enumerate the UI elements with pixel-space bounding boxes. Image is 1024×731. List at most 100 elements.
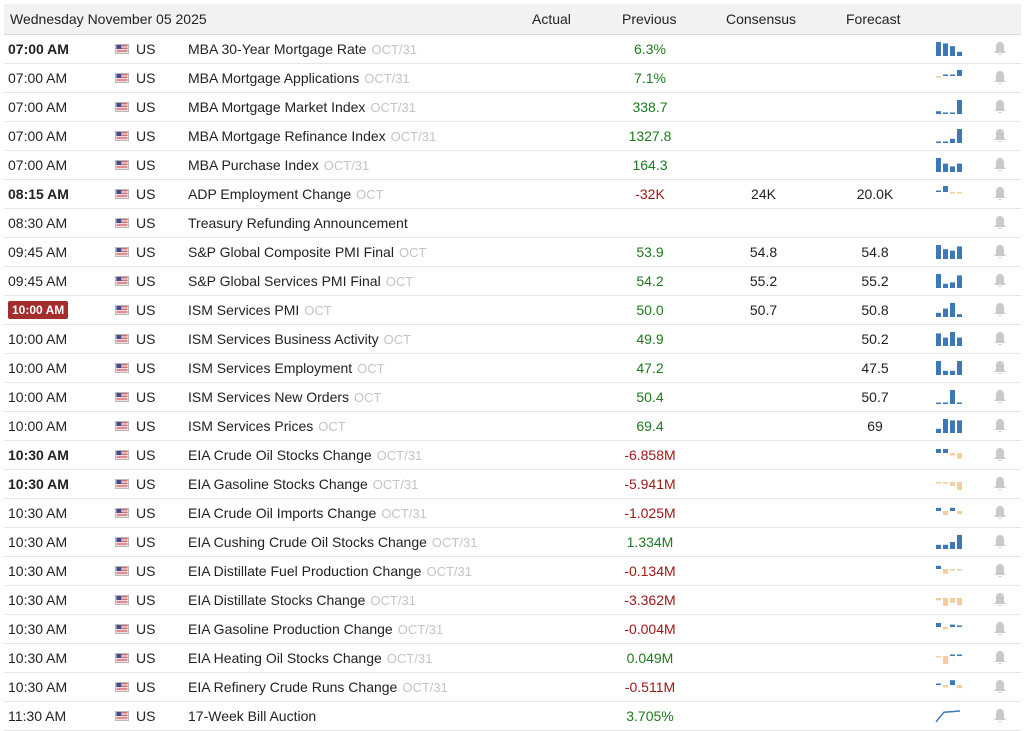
event-name-cell[interactable]: ADP Employment Change OCT — [188, 186, 384, 202]
bell-icon[interactable] — [993, 621, 1007, 637]
event-name-cell[interactable]: EIA Crude Oil Stocks Change OCT/31 — [188, 447, 422, 463]
event-name-cell[interactable]: S&P Global Composite PMI Final OCT — [188, 244, 426, 260]
event-row[interactable]: 10:30 AM US EIA Cushing Crude Oil Stocks C… — [4, 528, 1021, 557]
sparkline-chart[interactable] — [934, 621, 964, 637]
event-name[interactable]: EIA Refinery Crude Runs Change — [188, 679, 398, 695]
event-row[interactable]: 10:00 AM US ISM Services Business Activity… — [4, 325, 1021, 354]
event-name-cell[interactable]: MBA Mortgage Market Index OCT/31 — [188, 99, 416, 115]
event-name-cell[interactable]: MBA Mortgage Refinance Index OCT/31 — [188, 128, 436, 144]
event-name-cell[interactable]: EIA Refinery Crude Runs Change OCT/31 — [188, 679, 448, 695]
event-row[interactable]: 10:00 AM US ISM Services Employment OCT 47.2… — [4, 354, 1021, 383]
event-name[interactable]: MBA 30-Year Mortgage Rate — [188, 41, 367, 57]
bell-icon[interactable] — [993, 534, 1007, 550]
event-name[interactable]: EIA Gasoline Stocks Change — [188, 476, 368, 492]
event-name-cell[interactable]: ISM Services PMI OCT — [188, 302, 332, 318]
event-name[interactable]: ISM Services Prices — [188, 418, 314, 434]
sparkline-chart[interactable] — [934, 157, 964, 173]
event-row[interactable]: 07:00 AM US MBA 30-Year Mortgage Rate OCT/3… — [4, 35, 1021, 64]
sparkline-chart[interactable] — [934, 679, 964, 695]
event-name-cell[interactable]: EIA Distillate Stocks Change OCT/31 — [188, 592, 416, 608]
sparkline-chart[interactable] — [934, 215, 964, 231]
sparkline-chart[interactable] — [934, 360, 964, 376]
sparkline-chart[interactable] — [934, 708, 964, 724]
event-name[interactable]: EIA Distillate Fuel Production Change — [188, 563, 422, 579]
bell-icon[interactable] — [993, 128, 1007, 144]
sparkline-chart[interactable] — [934, 563, 964, 579]
bell-icon[interactable] — [993, 70, 1007, 86]
event-row[interactable]: 09:45 AM US S&P Global Composite PMI Final… — [4, 238, 1021, 267]
event-name[interactable]: MBA Mortgage Refinance Index — [188, 128, 386, 144]
event-name-cell[interactable]: ISM Services New Orders OCT — [188, 389, 382, 405]
event-row[interactable]: 07:00 AM US MBA Mortgage Refinance Index OC… — [4, 122, 1021, 151]
bell-icon[interactable] — [993, 186, 1007, 202]
event-name-cell[interactable]: ISM Services Employment OCT — [188, 360, 385, 376]
sparkline-chart[interactable] — [934, 534, 964, 550]
event-name[interactable]: ISM Services Business Activity — [188, 331, 379, 347]
event-name[interactable]: Treasury Refunding Announcement — [188, 215, 408, 231]
bell-icon[interactable] — [993, 99, 1007, 115]
col-forecast-header[interactable]: Forecast — [846, 11, 901, 27]
sparkline-chart[interactable] — [934, 592, 964, 608]
event-name-cell[interactable]: EIA Cushing Crude Oil Stocks Change OCT/3… — [188, 534, 477, 550]
bell-icon[interactable] — [993, 273, 1007, 289]
event-row[interactable]: 10:30 AM US EIA Distillate Stocks Change OC… — [4, 586, 1021, 615]
event-name[interactable]: EIA Crude Oil Stocks Change — [188, 447, 372, 463]
bell-icon[interactable] — [993, 302, 1007, 318]
event-name-cell[interactable]: ISM Services Business Activity OCT — [188, 331, 411, 347]
sparkline-chart[interactable] — [934, 99, 964, 115]
bell-icon[interactable] — [993, 244, 1007, 260]
event-row[interactable]: 09:45 AM US S&P Global Services PMI Final O… — [4, 267, 1021, 296]
event-row[interactable]: 07:00 AM US MBA Mortgage Market Index OCT/3… — [4, 93, 1021, 122]
event-row[interactable]: 07:00 AM US MBA Purchase Index OCT/31 164.3 — [4, 151, 1021, 180]
event-name-cell[interactable]: Treasury Refunding Announcement — [188, 215, 408, 231]
sparkline-chart[interactable] — [934, 273, 964, 289]
bell-icon[interactable] — [993, 679, 1007, 695]
event-name[interactable]: ISM Services Employment — [188, 360, 353, 376]
event-name[interactable]: ISM Services New Orders — [188, 389, 350, 405]
bell-icon[interactable] — [993, 41, 1007, 57]
event-row[interactable]: 10:30 AM US EIA Distillate Fuel Production… — [4, 557, 1021, 586]
col-consensus-header[interactable]: Consensus — [726, 11, 797, 27]
sparkline-chart[interactable] — [934, 418, 964, 434]
sparkline-chart[interactable] — [934, 302, 964, 318]
col-actual-header[interactable]: Actual — [532, 11, 571, 27]
sparkline-chart[interactable] — [934, 476, 964, 492]
sparkline-chart[interactable] — [934, 505, 964, 521]
event-name[interactable]: EIA Heating Oil Stocks Change — [188, 650, 382, 666]
event-name[interactable]: MBA Purchase Index — [188, 157, 319, 173]
event-row[interactable]: 10:30 AM US EIA Refinery Crude Runs Change… — [4, 673, 1021, 702]
bell-icon[interactable] — [993, 505, 1007, 521]
event-name[interactable]: MBA Mortgage Applications — [188, 70, 360, 86]
event-name[interactable]: EIA Gasoline Production Change — [188, 621, 393, 637]
event-name[interactable]: ISM Services PMI — [188, 302, 300, 318]
bell-icon[interactable] — [993, 650, 1007, 666]
event-row[interactable]: 10:00 AM US ISM Services Prices OCT 69.4 69 — [4, 412, 1021, 441]
sparkline-chart[interactable] — [934, 70, 964, 86]
bell-icon[interactable] — [993, 360, 1007, 376]
sparkline-chart[interactable] — [934, 389, 964, 405]
sparkline-chart[interactable] — [934, 186, 964, 202]
event-name[interactable]: MBA Mortgage Market Index — [188, 99, 366, 115]
event-row[interactable]: 11:30 AM US 17-Week Bill Auction 3.705% — [4, 702, 1021, 731]
sparkline-chart[interactable] — [934, 447, 964, 463]
bell-icon[interactable] — [993, 447, 1007, 463]
sparkline-chart[interactable] — [934, 650, 964, 666]
event-name-cell[interactable]: MBA 30-Year Mortgage Rate OCT/31 — [188, 41, 417, 57]
event-name[interactable]: S&P Global Services PMI Final — [188, 273, 381, 289]
bell-icon[interactable] — [993, 476, 1007, 492]
event-row[interactable]: 07:00 AM US MBA Mortgage Applications OCT/3… — [4, 64, 1021, 93]
event-row[interactable]: 10:00 AM US ISM Services PMI OCT 50.0 50.7 50.… — [4, 296, 1021, 325]
event-name[interactable]: S&P Global Composite PMI Final — [188, 244, 394, 260]
event-row[interactable]: 08:15 AM US ADP Employment Change OCT -32K 24… — [4, 180, 1021, 209]
sparkline-chart[interactable] — [934, 244, 964, 260]
event-name-cell[interactable]: 17-Week Bill Auction — [188, 708, 316, 724]
event-row[interactable]: 10:30 AM US EIA Crude Oil Stocks Change OCT… — [4, 441, 1021, 470]
event-row[interactable]: 10:30 AM US EIA Crude Oil Imports Change OC… — [4, 499, 1021, 528]
col-previous-header[interactable]: Previous — [622, 11, 677, 27]
event-name-cell[interactable]: EIA Crude Oil Imports Change OCT/31 — [188, 505, 427, 521]
sparkline-chart[interactable] — [934, 41, 964, 57]
bell-icon[interactable] — [993, 215, 1007, 231]
sparkline-chart[interactable] — [934, 128, 964, 144]
event-name[interactable]: EIA Cushing Crude Oil Stocks Change — [188, 534, 427, 550]
event-name-cell[interactable]: EIA Distillate Fuel Production Change OCT… — [188, 563, 472, 579]
